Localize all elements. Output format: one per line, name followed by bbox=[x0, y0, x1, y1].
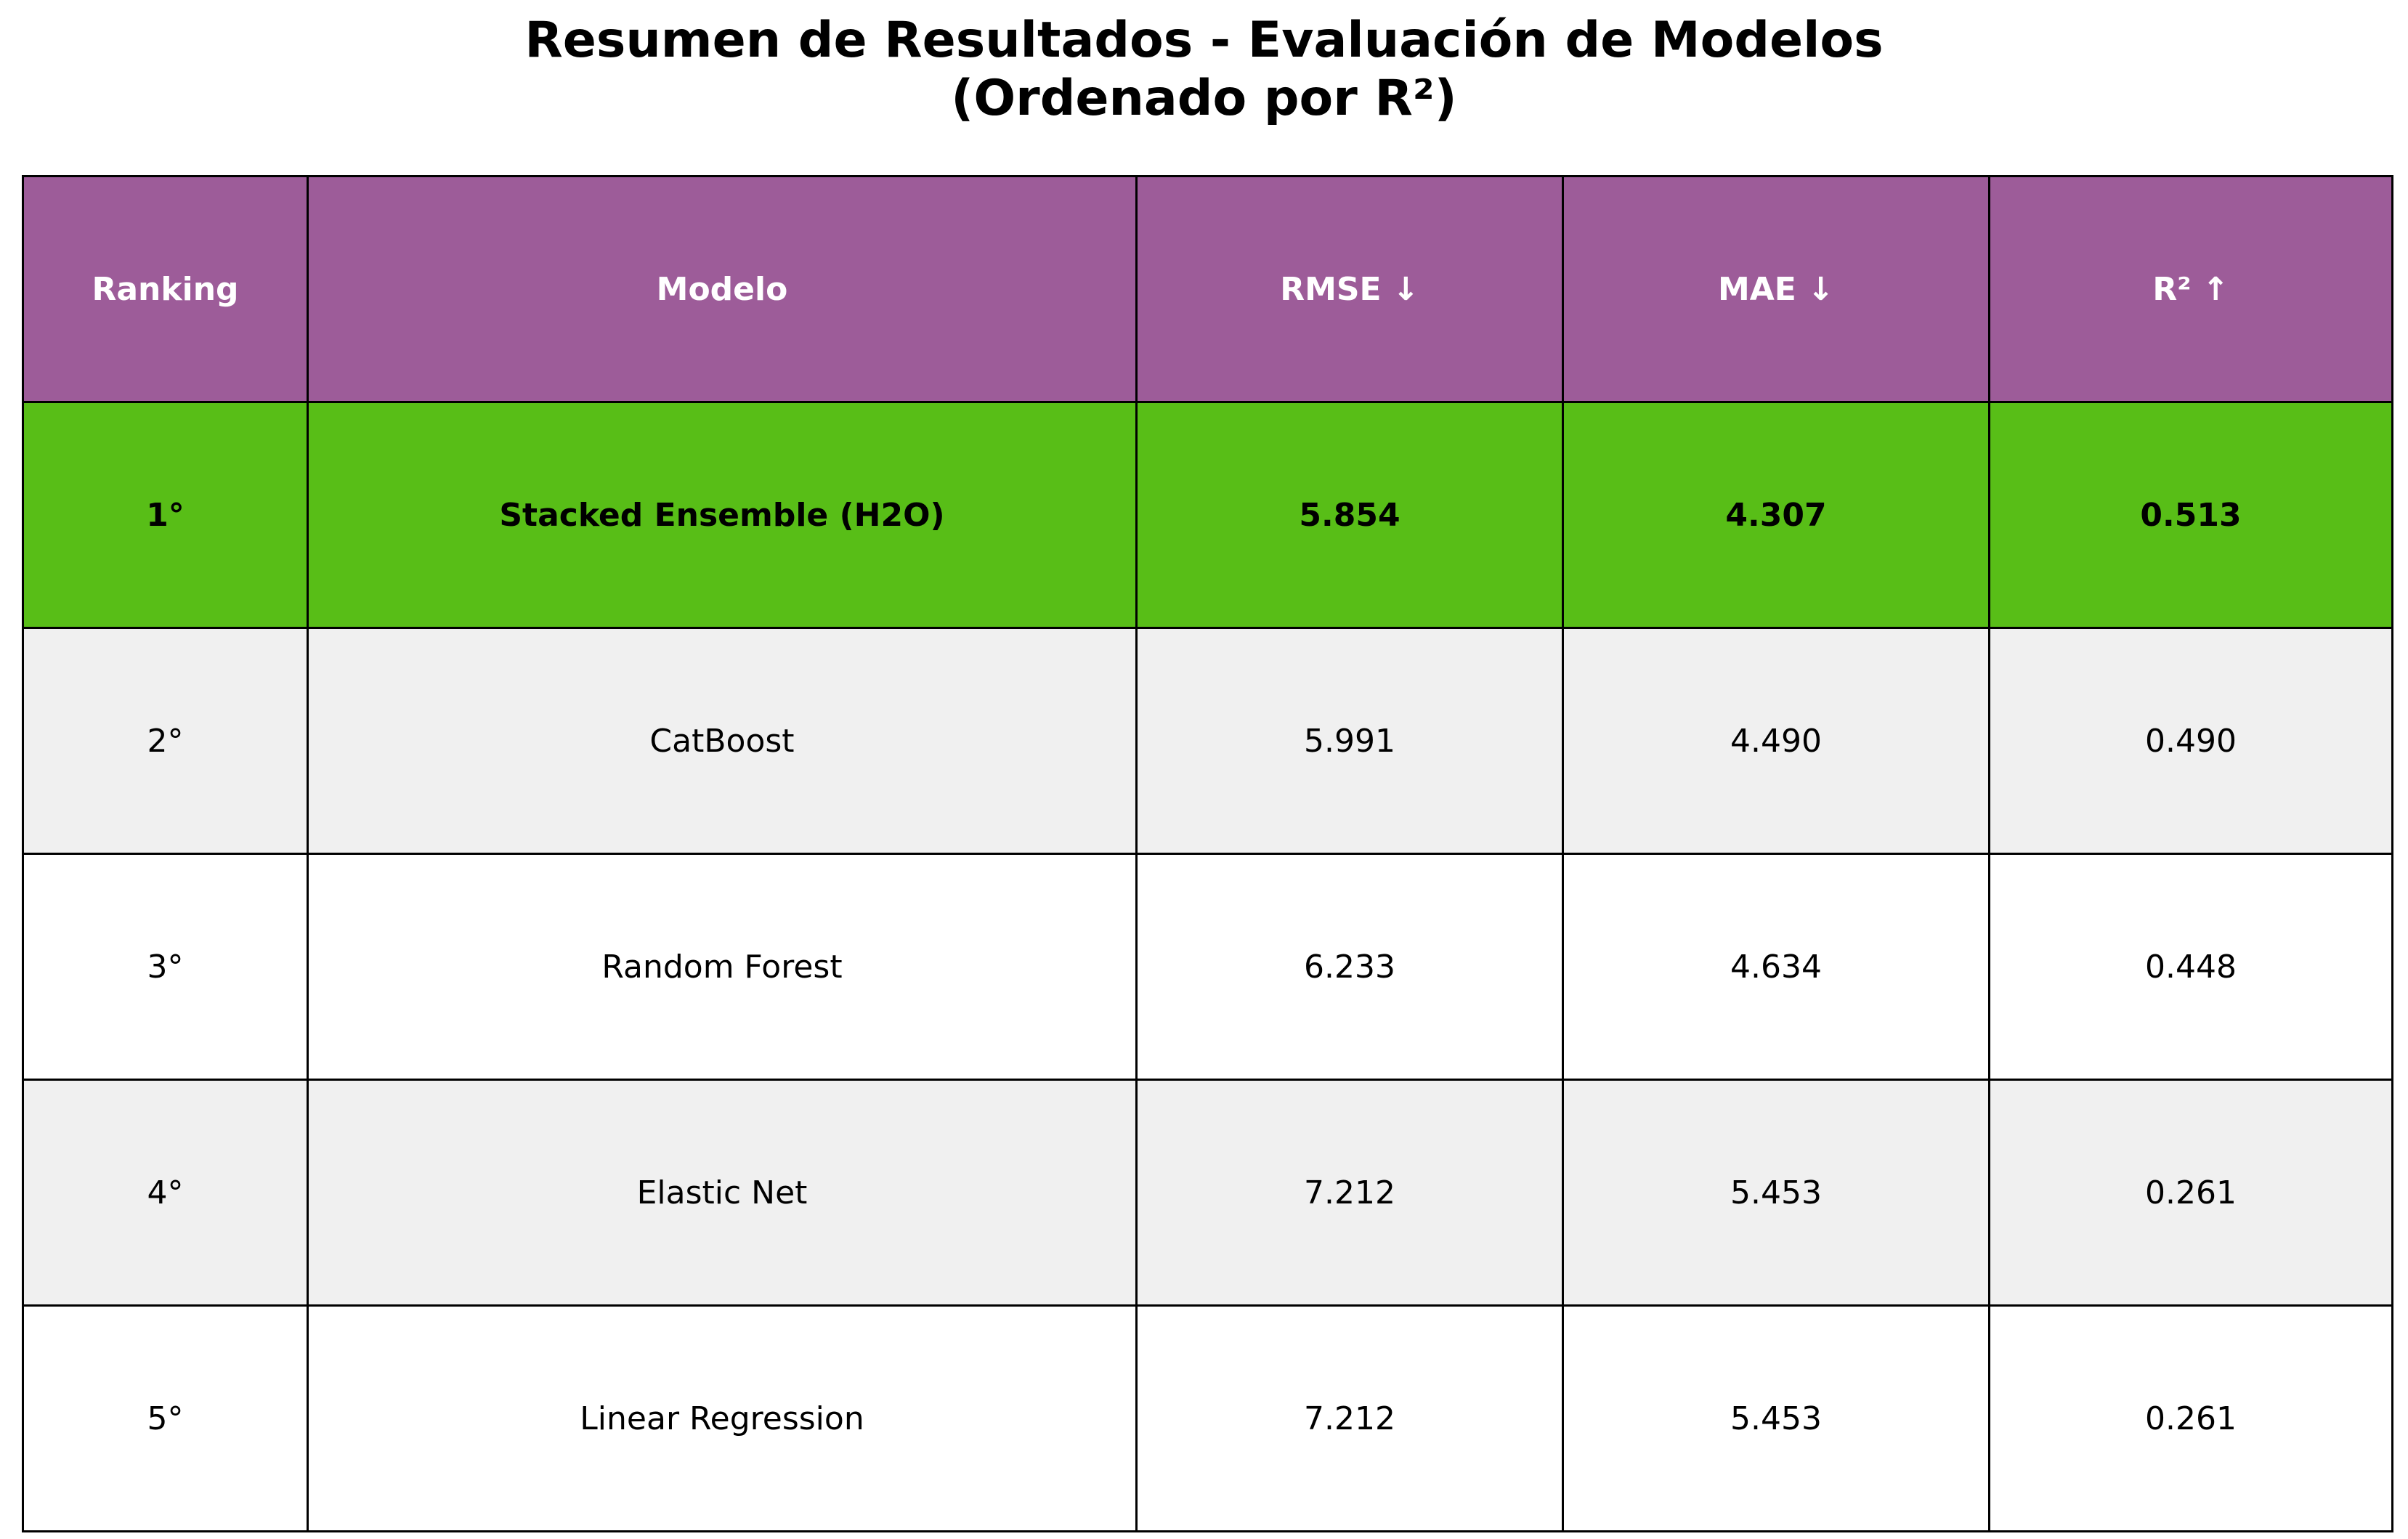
table-subtitle-line: (Ordenado por R²) bbox=[951, 70, 1457, 127]
cell-rmse: 6.233 bbox=[1135, 853, 1564, 1081]
cell-ranking: 2° bbox=[22, 627, 309, 855]
cell-ranking: 3° bbox=[22, 853, 309, 1081]
cell-r2: 0.261 bbox=[1988, 1079, 2393, 1307]
cell-modelo: Stacked Ensemble (H2O) bbox=[307, 401, 1138, 629]
cell-ranking: 1° bbox=[22, 401, 309, 629]
header-row: Ranking Modelo RMSE ↓ MAE ↓ R² ↑ bbox=[22, 175, 2393, 403]
cell-mae: 4.307 bbox=[1562, 401, 1990, 629]
table-row: 2° CatBoost 5.991 4.490 0.490 bbox=[22, 627, 2393, 855]
cell-mae: 4.490 bbox=[1562, 627, 1990, 855]
header-r2: R² ↑ bbox=[1988, 175, 2393, 403]
cell-ranking: 5° bbox=[22, 1304, 309, 1532]
cell-mae: 5.453 bbox=[1562, 1079, 1990, 1307]
cell-r2: 0.490 bbox=[1988, 627, 2393, 855]
cell-rmse: 7.212 bbox=[1135, 1079, 1564, 1307]
cell-rmse: 5.991 bbox=[1135, 627, 1564, 855]
table-row: 1° Stacked Ensemble (H2O) 5.854 4.307 0.… bbox=[22, 401, 2393, 629]
cell-r2: 0.448 bbox=[1988, 853, 2393, 1081]
cell-rmse: 7.212 bbox=[1135, 1304, 1564, 1532]
cell-r2: 0.513 bbox=[1988, 401, 2393, 629]
table-row: 4° Elastic Net 7.212 5.453 0.261 bbox=[22, 1079, 2393, 1307]
table-row: 3° Random Forest 6.233 4.634 0.448 bbox=[22, 853, 2393, 1081]
table-title-line: Resumen de Resultados - Evaluación de Mo… bbox=[524, 12, 1884, 69]
cell-modelo: Elastic Net bbox=[307, 1079, 1138, 1307]
results-table: Ranking Modelo RMSE ↓ MAE ↓ R² ↑ 1° Stac… bbox=[22, 175, 2393, 1532]
header-rmse: RMSE ↓ bbox=[1135, 175, 1564, 403]
cell-mae: 5.453 bbox=[1562, 1304, 1990, 1532]
cell-modelo: Linear Regression bbox=[307, 1304, 1138, 1532]
table-title: Resumen de Resultados - Evaluación de Mo… bbox=[0, 12, 2408, 128]
table-row: 5° Linear Regression 7.212 5.453 0.261 bbox=[22, 1304, 2393, 1532]
cell-modelo: CatBoost bbox=[307, 627, 1138, 855]
header-modelo: Modelo bbox=[307, 175, 1138, 403]
cell-mae: 4.634 bbox=[1562, 853, 1990, 1081]
cell-modelo: Random Forest bbox=[307, 853, 1138, 1081]
cell-r2: 0.261 bbox=[1988, 1304, 2393, 1532]
cell-ranking: 4° bbox=[22, 1079, 309, 1307]
header-mae: MAE ↓ bbox=[1562, 175, 1990, 403]
header-ranking: Ranking bbox=[22, 175, 309, 403]
cell-rmse: 5.854 bbox=[1135, 401, 1564, 629]
